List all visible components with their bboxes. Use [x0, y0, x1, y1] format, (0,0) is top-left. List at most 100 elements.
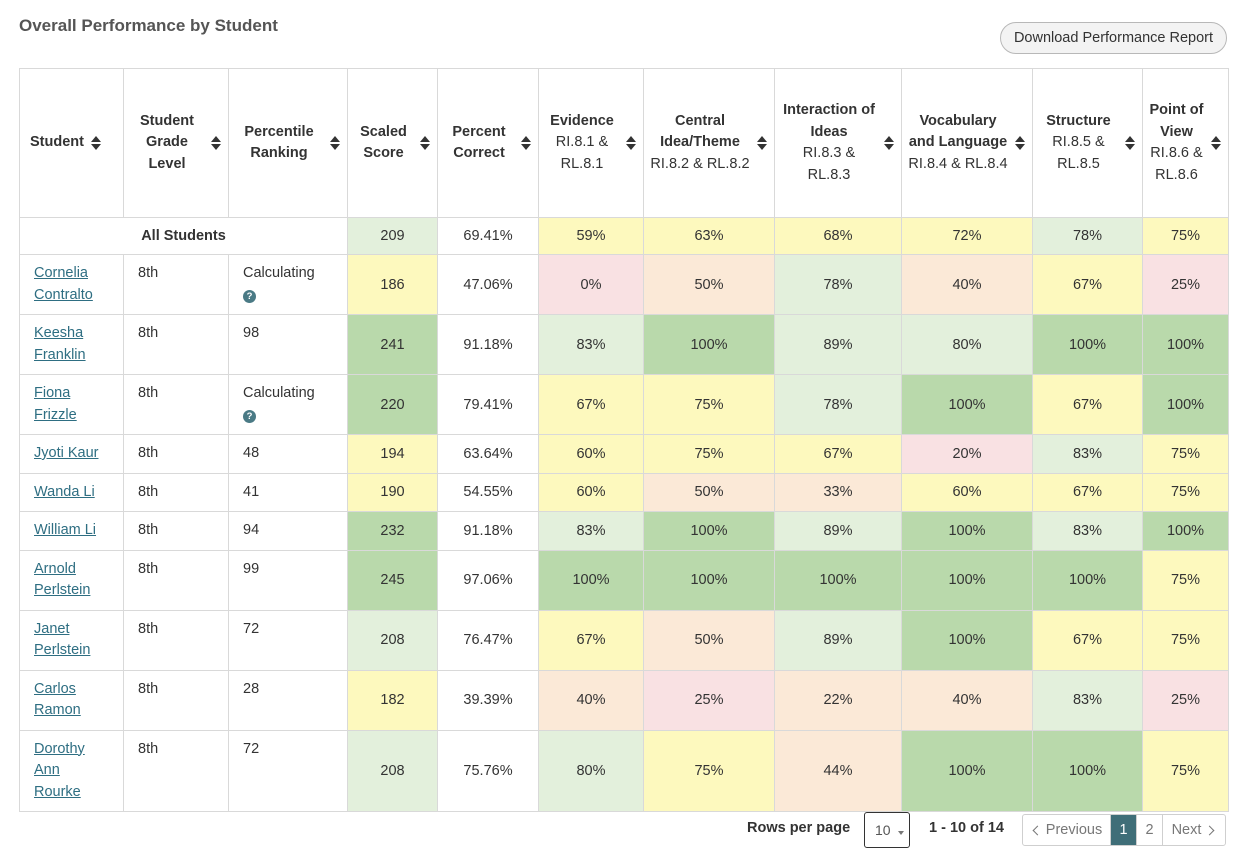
- skill-cell: 83%: [1032, 511, 1143, 551]
- percentile-value: Calculating: [243, 385, 315, 401]
- scaled-score-cell: 232: [347, 511, 438, 551]
- grade-level-cell: 8th: [123, 374, 229, 435]
- next-page-button[interactable]: Next: [1163, 815, 1225, 845]
- pagination: Previous 1 2 Next: [1022, 814, 1226, 846]
- skill-cell: 83%: [538, 511, 644, 551]
- student-name-cell: Keesha Franklin: [19, 314, 124, 375]
- skill-cell: 100%: [901, 729, 1033, 812]
- column-header-interaction-of-ideas[interactable]: Interaction of Ideas RI.8.3 & RL.8.3: [774, 68, 902, 218]
- skill-cell: 100%: [901, 374, 1033, 435]
- table-row: Keesha Franklin 8th 98 241 91.18% 83% 100% 89% 8…: [19, 314, 1229, 375]
- column-header-evidence[interactable]: Evidence RI.8.1 & RL.8.1: [538, 68, 644, 218]
- skill-cell: 20%: [901, 434, 1033, 474]
- column-header-standard: RI.8.2 & RL.8.2: [650, 155, 750, 172]
- column-header-student-grade-level[interactable]: Student Grade Level: [123, 68, 229, 218]
- previous-page-button[interactable]: Previous: [1023, 815, 1111, 845]
- column-header-student[interactable]: Student: [19, 68, 124, 218]
- scaled-score-cell: 182: [347, 669, 438, 731]
- scaled-score-cell: 186: [347, 254, 438, 315]
- grade-level-cell: 8th: [123, 729, 229, 812]
- download-performance-report-button[interactable]: Download Performance Report: [1000, 22, 1227, 54]
- student-link[interactable]: Janet Perlstein: [34, 620, 91, 659]
- percentile-cell: 72: [228, 609, 348, 671]
- all-students-row: All Students 209 69.41% 59% 63% 68% 72% 78% 75%: [19, 217, 1229, 255]
- student-link[interactable]: Arnold Perlstein: [34, 560, 91, 599]
- table-row: Janet Perlstein 8th 72 208 76.47% 67% 50% 89% 10…: [19, 609, 1229, 671]
- percentile-cell: 41: [228, 472, 348, 512]
- percentile-value: 99: [243, 560, 260, 577]
- skill-cell: 80%: [538, 729, 644, 812]
- skill-cell: 89%: [774, 511, 902, 551]
- skill-cell: 75%: [643, 729, 775, 812]
- percent-correct-cell: 76.47%: [437, 609, 539, 671]
- student-link[interactable]: William Li: [34, 522, 97, 538]
- table-row: Carlos Ramon 8th 28 182 39.39% 40% 25% 22% 40% 83…: [19, 669, 1229, 731]
- student-link[interactable]: Carlos Ramon: [34, 680, 81, 719]
- rows-per-page-select[interactable]: 10: [864, 812, 910, 848]
- sort-icon[interactable]: [419, 136, 431, 150]
- skill-cell: 100%: [774, 549, 902, 611]
- skill-cell: 100%: [1032, 729, 1143, 812]
- sort-icon[interactable]: [1210, 136, 1222, 150]
- column-header-percent-correct[interactable]: Percent Correct: [437, 68, 539, 218]
- grade-level-cell: 8th: [123, 669, 229, 731]
- sort-icon[interactable]: [625, 136, 637, 150]
- sort-icon[interactable]: [90, 136, 102, 150]
- page-button-2[interactable]: 2: [1137, 815, 1163, 845]
- sort-icon[interactable]: [883, 136, 895, 150]
- student-name-cell: Fiona Frizzle: [19, 374, 124, 435]
- percentile-value: 98: [243, 325, 260, 341]
- column-header-text: Point of View RI.8.6 & RL.8.6: [1149, 100, 1204, 186]
- column-header-label: Student Grade Level: [140, 112, 194, 172]
- column-header-percentile-ranking[interactable]: Percentile Ranking: [228, 68, 348, 218]
- skill-cell: 100%: [1032, 549, 1143, 611]
- grade-level-cell: 8th: [123, 314, 229, 375]
- previous-label: Previous: [1045, 822, 1103, 838]
- student-name-cell: Arnold Perlstein: [19, 549, 124, 611]
- sort-icon[interactable]: [1014, 136, 1026, 150]
- skill-cell: 75%: [643, 374, 775, 435]
- column-header-central-idea-theme[interactable]: Central Idea/Theme RI.8.2 & RL.8.2: [643, 68, 775, 218]
- help-icon[interactable]: ?: [243, 409, 256, 423]
- percentile-cell: 72: [228, 729, 348, 812]
- student-link[interactable]: Keesha Franklin: [34, 325, 86, 363]
- page-button-1[interactable]: 1: [1111, 815, 1137, 845]
- sort-icon[interactable]: [520, 136, 532, 150]
- column-header-point-of-view[interactable]: Point of View RI.8.6 & RL.8.6: [1142, 68, 1229, 218]
- sort-icon[interactable]: [756, 136, 768, 150]
- student-link[interactable]: Wanda Li: [34, 483, 95, 500]
- skill-cell: 68%: [774, 217, 902, 255]
- column-header-standard: RI.8.4 & RL.8.4: [908, 155, 1008, 172]
- student-link[interactable]: Cornelia Contralto: [34, 265, 93, 303]
- column-header-scaled-score[interactable]: Scaled Score: [347, 68, 438, 218]
- student-link[interactable]: Jyoti Kaur: [34, 445, 99, 461]
- student-link[interactable]: Fiona Frizzle: [34, 385, 77, 423]
- percentile-value: 94: [243, 522, 260, 538]
- column-header-vocabulary-and-language[interactable]: Vocabulary and Language RI.8.4 & RL.8.4: [901, 68, 1033, 218]
- skill-cell: 83%: [538, 314, 644, 375]
- skill-cell: 83%: [1032, 669, 1143, 731]
- column-header-text: Vocabulary and Language RI.8.4 & RL.8.4: [908, 111, 1008, 176]
- student-link[interactable]: Dorothy Ann Rourke: [34, 740, 85, 800]
- skill-cell: 67%: [1032, 609, 1143, 671]
- column-header-text: Evidence RI.8.1 & RL.8.1: [545, 111, 619, 176]
- skill-cell: 78%: [774, 254, 902, 315]
- skill-cell: 44%: [774, 729, 902, 812]
- skill-cell: 50%: [643, 254, 775, 315]
- student-name-cell: Cornelia Contralto: [19, 254, 124, 315]
- skill-cell: 83%: [1032, 434, 1143, 474]
- skill-cell: 40%: [901, 669, 1033, 731]
- column-header-label: Central Idea/Theme: [660, 112, 740, 151]
- column-header-text: Structure RI.8.5 & RL.8.5: [1039, 111, 1118, 176]
- skill-cell: 67%: [538, 609, 644, 671]
- sort-icon[interactable]: [1124, 136, 1136, 150]
- column-header-label: Structure: [1046, 112, 1111, 129]
- help-icon[interactable]: ?: [243, 289, 256, 303]
- column-header-structure[interactable]: Structure RI.8.5 & RL.8.5: [1032, 68, 1143, 218]
- percent-correct-cell: 63.64%: [437, 434, 539, 474]
- sort-icon[interactable]: [329, 136, 341, 150]
- sort-icon[interactable]: [210, 136, 222, 150]
- grade-level-cell: 8th: [123, 609, 229, 671]
- skill-cell: 100%: [538, 549, 644, 611]
- table-row: Dorothy Ann Rourke 8th 72 208 75.76% 80% 75% 44…: [19, 729, 1229, 812]
